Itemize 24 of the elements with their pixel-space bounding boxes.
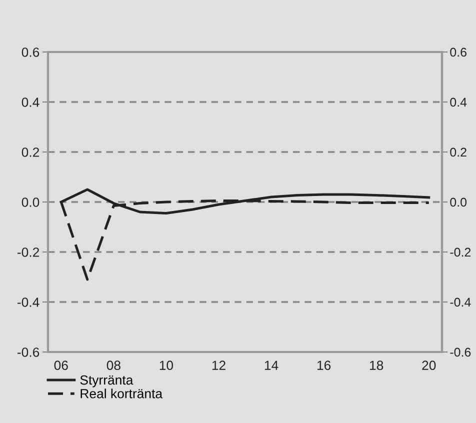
x-tick-label: 14	[264, 360, 278, 370]
x-tick-label: 16	[317, 360, 331, 370]
x-tick-label: 20	[422, 360, 436, 370]
y2-tick-label: -0.4	[450, 298, 471, 307]
y-tick-label: -0.6	[18, 348, 40, 357]
y2-tick-label: 0.0	[450, 198, 467, 207]
legend-label: Real kortränta	[80, 388, 163, 398]
x-tick-label: 12	[212, 360, 226, 370]
y-tick-label: 0.0	[22, 198, 40, 207]
y-tick-label: 0.2	[22, 148, 40, 157]
y-tick-label: 0.4	[22, 98, 40, 107]
legend-label: Styrränta	[80, 375, 134, 388]
y2-tick-label: 0.2	[450, 148, 466, 157]
x-tick-label: 18	[370, 360, 384, 370]
y-tick-label: -0.4	[18, 298, 40, 307]
y-tick-label: -0.2	[18, 248, 40, 257]
y2-tick-label: -0.2	[450, 248, 471, 257]
x-tick-label: 06	[54, 360, 68, 370]
y2-tick-label: 0.6	[450, 48, 466, 57]
y2-tick-label: 0.4	[450, 98, 467, 107]
y2-tick-label: -0.6	[450, 348, 471, 357]
y-tick-label: 0.6	[22, 48, 40, 57]
x-tick-label: 10	[160, 360, 174, 370]
x-tick-label: 08	[106, 360, 120, 370]
